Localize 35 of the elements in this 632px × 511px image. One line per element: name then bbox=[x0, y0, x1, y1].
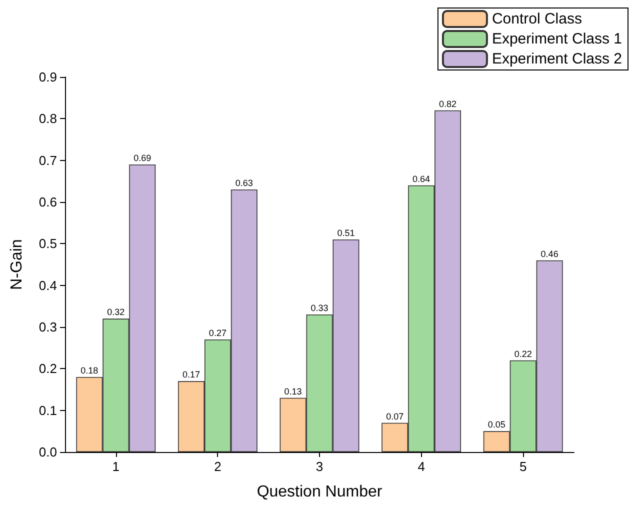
data-label: 0.22 bbox=[514, 348, 532, 359]
data-label: 0.13 bbox=[284, 386, 302, 396]
data-label: 0.05 bbox=[488, 420, 506, 430]
x-tick-label: 5 bbox=[519, 459, 527, 474]
data-label: 0.17 bbox=[182, 370, 200, 380]
x-axis-title: Question Number bbox=[256, 484, 383, 500]
data-label: 0.69 bbox=[134, 153, 152, 163]
y-tick-label: 0.9 bbox=[38, 70, 57, 84]
data-label: 0.46 bbox=[540, 248, 558, 259]
x-tick-label: 1 bbox=[112, 459, 120, 474]
data-label: 0.27 bbox=[208, 328, 226, 338]
legend-label: Control Class bbox=[492, 10, 582, 28]
x-tick-label: 4 bbox=[418, 459, 425, 474]
data-label: 0.63 bbox=[235, 178, 253, 188]
data-label: 0.82 bbox=[439, 98, 457, 109]
legend-label: Experiment Class 2 bbox=[492, 50, 622, 68]
y-tick-label: 0.5 bbox=[38, 236, 57, 252]
data-label: 0.33 bbox=[310, 303, 328, 313]
y-axis-title: N-Gain bbox=[8, 239, 26, 290]
x-tick-label: 3 bbox=[316, 459, 324, 474]
y-tick-label: 0.1 bbox=[38, 402, 57, 418]
y-tick-label: 0.6 bbox=[38, 194, 57, 210]
data-label: 0.64 bbox=[412, 174, 430, 184]
y-tick-label: 0.0 bbox=[38, 444, 57, 460]
data-label: 0.32 bbox=[107, 307, 125, 318]
y-tick-label: 0.8 bbox=[38, 111, 57, 126]
x-tick-label: 2 bbox=[214, 459, 222, 474]
data-label: 0.18 bbox=[80, 366, 98, 376]
legend-label: Experiment Class 1 bbox=[492, 30, 622, 48]
data-label: 0.07 bbox=[386, 411, 404, 422]
data-label: 0.51 bbox=[337, 228, 355, 238]
y-tick-label: 0.2 bbox=[38, 361, 57, 376]
y-tick-label: 0.4 bbox=[38, 278, 57, 293]
y-tick-label: 0.7 bbox=[38, 152, 57, 168]
y-tick-label: 0.3 bbox=[38, 320, 57, 334]
